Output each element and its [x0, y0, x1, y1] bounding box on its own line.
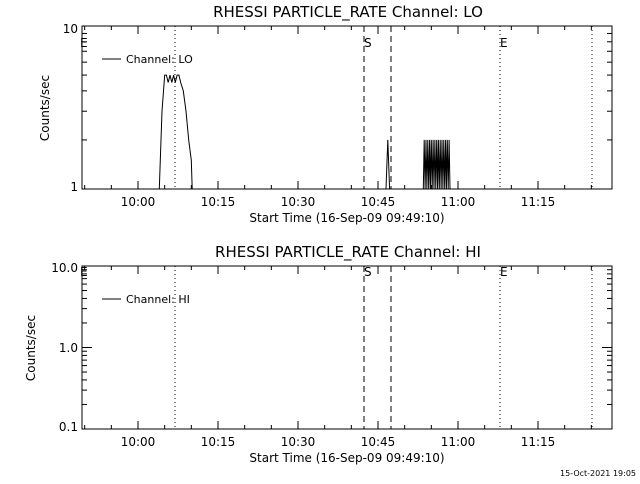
panel-hi: RHESSI PARTICLE_RATE Channel: HI Counts/… [24, 243, 613, 465]
x-tick-label-hi-1030: 10:30 [281, 435, 316, 449]
y-ticks-lo [82, 25, 612, 190]
x-tick-label-lo-1045: 10:45 [361, 195, 396, 209]
y-axis-label-hi: Counts/sec [24, 315, 38, 381]
marker-label-s-hi: S [364, 265, 372, 279]
x-tick-label-hi-1100: 11:00 [441, 435, 476, 449]
vertical-markers-lo: E S E [80, 26, 593, 189]
y-tick-label-hi-10.0: 10.0 [51, 261, 78, 275]
x-tick-label-hi-1015: 10:15 [201, 435, 236, 449]
y-tick-label-lo-10: 10 [63, 22, 78, 36]
x-tick-label-hi-1045: 10:45 [361, 435, 396, 449]
panel-lo: RHESSI PARTICLE_RATE Channel: LO Counts/… [38, 3, 613, 225]
plot-frame-hi [81, 265, 613, 430]
x-tick-label-hi-1115: 11:15 [521, 435, 556, 449]
x-ticks-lo [84, 26, 592, 189]
x-tick-label-hi-1000: 10:00 [121, 435, 156, 449]
legend-label-lo: Channel: LO [126, 53, 193, 66]
marker-label-e-left-lo: E [80, 36, 88, 50]
y-tick-label-lo-1: 1 [70, 180, 78, 194]
chart-title-lo: RHESSI PARTICLE_RATE Channel: LO [213, 3, 483, 22]
x-ticks-hi [84, 266, 592, 429]
chart-title-hi: RHESSI PARTICLE_RATE Channel: HI [215, 243, 481, 262]
plot-frame-lo [81, 25, 613, 190]
marker-label-e-lo: E [500, 36, 508, 50]
x-tick-label-lo-1115: 11:15 [521, 195, 556, 209]
x-tick-label-lo-1030: 10:30 [281, 195, 316, 209]
y-tick-label-hi-1.0: 1.0 [59, 341, 78, 355]
y-tick-label-hi-0.1: 0.1 [59, 420, 78, 434]
y-axis-label-lo: Counts/sec [38, 75, 52, 141]
x-tick-label-lo-1015: 10:15 [201, 195, 236, 209]
x-tick-label-lo-1100: 11:00 [441, 195, 476, 209]
marker-label-e-hi: E [500, 265, 508, 279]
x-tick-label-lo-1000: 10:00 [121, 195, 156, 209]
generation-timestamp: 15-Oct-2021 19:05 [560, 469, 636, 478]
x-axis-label-hi: Start Time (16-Sep-09 09:49:10) [249, 451, 444, 465]
legend-hi: Channel: HI [102, 293, 190, 306]
marker-label-e-left-hi: E [80, 265, 88, 279]
vertical-markers-hi: E S E [80, 265, 593, 429]
legend-lo: Channel: LO [102, 53, 193, 66]
series-line-lo [158, 74, 451, 190]
x-axis-label-lo: Start Time (16-Sep-09 09:49:10) [249, 211, 444, 225]
legend-label-hi: Channel: HI [126, 293, 190, 306]
y-ticks-hi [82, 265, 612, 430]
marker-label-s-lo: S [364, 36, 372, 50]
